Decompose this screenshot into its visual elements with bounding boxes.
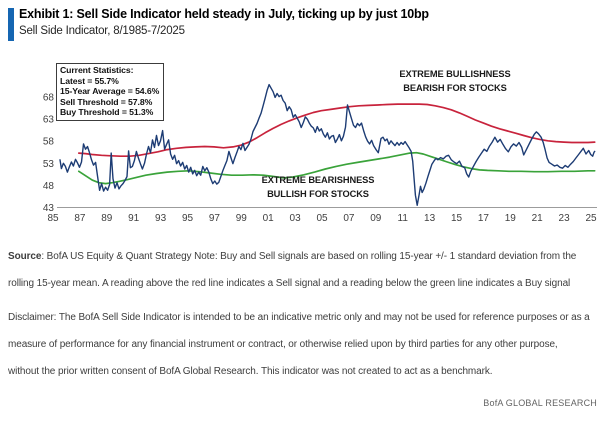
sell-side-indicator-chart: 68 63 58 53 48 43 85 87 89 91 93 95 97 99 01 03 05 07 09 11… — [0, 55, 603, 230]
current-statistics-box: Current Statistics: Latest = 55.7% 15-Ye… — [56, 63, 165, 121]
x-tick-label: 07 — [343, 213, 355, 224]
chart-subtitle: Sell Side Indicator, 8/1985-7/2025 — [19, 25, 185, 37]
x-tick-label: 11 — [398, 213, 409, 224]
x-tick-label: 19 — [505, 213, 517, 224]
disclaimer-line-2: measure of performance for any financial… — [8, 339, 558, 350]
y-tick-label: 63 — [43, 115, 55, 126]
annotation-line: BULLISH FOR STOCKS — [267, 188, 369, 199]
annotation-line: BEARISH FOR STOCKS — [403, 82, 507, 93]
x-tick-label: 85 — [47, 213, 59, 224]
source-label: Source — [8, 251, 42, 262]
source-text: : BofA US Equity & Quant Strategy Note: … — [41, 251, 577, 262]
x-tick-label: 93 — [155, 213, 167, 224]
stats-buy-threshold: Buy Threshold = 51.3% — [60, 107, 154, 118]
x-tick-label: 95 — [182, 213, 194, 224]
y-tick-label: 43 — [43, 203, 55, 214]
x-tick-label: 15 — [451, 213, 463, 224]
x-tick-label: 25 — [585, 213, 597, 224]
buy-threshold-line — [77, 151, 596, 185]
x-tick-label: 89 — [101, 213, 113, 224]
disclaimer-line-3: without the prior written consent of Bof… — [8, 366, 493, 377]
footnotes: Source: BofA US Equity & Quant Strategy … — [8, 243, 600, 385]
x-tick-label: 91 — [128, 213, 140, 224]
x-tick-label: 13 — [424, 213, 436, 224]
extreme-bearishness-annotation: EXTREME BEARISHNESS BULLISH FOR STOCKS — [228, 174, 408, 201]
bofa-global-research-footer: BofA GLOBAL RESEARCH — [483, 398, 597, 408]
x-tick-label: 23 — [559, 213, 571, 224]
exhibit-title: Exhibit 1: Sell Side Indicator held stea… — [19, 7, 429, 21]
annotation-line: EXTREME BULLISHNESS — [399, 69, 511, 79]
source-note-line-1: Source: BofA US Equity & Quant Strategy … — [8, 243, 600, 270]
x-tick-label: 05 — [316, 213, 328, 224]
disclaimer-line-1: Disclaimer: The BofA Sell Side Indicator… — [8, 312, 590, 323]
x-tick-label: 09 — [370, 213, 382, 224]
x-tick-label: 21 — [532, 213, 544, 224]
stats-title: Current Statistics: — [60, 65, 134, 75]
stats-15yr-average: 15-Year Average = 54.6% — [60, 86, 160, 97]
y-tick-label: 68 — [43, 93, 55, 104]
x-tick-label: 01 — [263, 213, 275, 224]
x-tick-label: 97 — [209, 213, 221, 224]
x-tick-label: 03 — [290, 213, 302, 224]
y-tick-label: 58 — [43, 137, 55, 148]
sell-threshold-line — [77, 103, 596, 158]
source-note-line-2: rolling 15-year mean. A reading above th… — [8, 278, 571, 289]
x-tick-label: 17 — [478, 213, 490, 224]
extreme-bullishness-annotation: EXTREME BULLISHNESS BEARISH FOR STOCKS — [365, 68, 545, 95]
x-tick-label: 99 — [236, 213, 248, 224]
stats-sell-threshold: Sell Threshold = 57.8% — [60, 96, 153, 107]
stats-latest: Latest = 55.7% — [60, 75, 119, 86]
x-tick-label: 87 — [74, 213, 86, 224]
y-tick-label: 48 — [43, 181, 55, 192]
indicator-line — [59, 83, 596, 207]
annotation-line: EXTREME BEARISHNESS — [261, 175, 375, 185]
y-tick-label: 53 — [43, 159, 55, 170]
exhibit-accent-bar — [8, 8, 14, 41]
